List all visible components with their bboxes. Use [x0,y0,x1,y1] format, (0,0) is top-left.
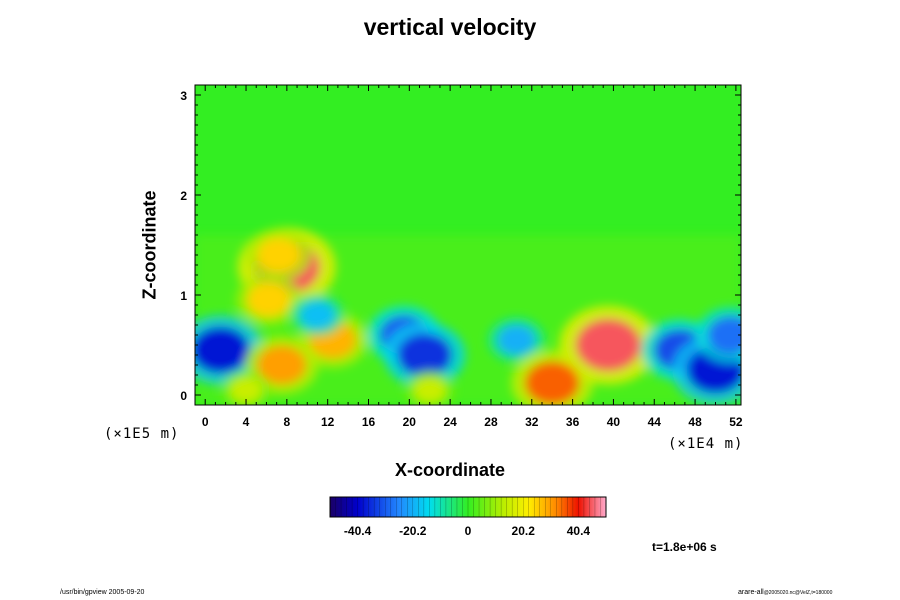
velocity-field [195,85,741,405]
x-tick-label: 40 [607,415,621,429]
field-feature [397,333,452,377]
field-feature [246,282,291,318]
x-tick-label: 16 [362,415,376,429]
chart-title: vertical velocity [363,14,537,40]
x-tick-label: 0 [202,415,209,429]
x-tick-label: 20 [403,415,417,429]
x-axis-label: X-coordinate [394,460,505,480]
x-tick-label: 52 [729,415,743,429]
field-feature [299,300,336,330]
x-tick-label: 48 [688,415,702,429]
field-feature [707,316,741,354]
x-tick-label: 24 [443,415,457,429]
x-tick-label: 44 [648,415,662,429]
y-tick-label: 2 [180,189,187,203]
y-tick-label: 1 [180,289,187,303]
field-feature [229,377,263,403]
footer-source-main: arare-all [738,589,764,596]
colorbar-tick-label: 20.2 [512,524,536,538]
x-axis-scale-note: (×1E4 m) [668,436,744,452]
footer-source-sub: @2005020.nc@VelZ,t=180000 [763,590,833,596]
colorbar: -40.4 -20.2 0 20.2 40.4 [329,496,607,538]
field-feature [524,361,580,405]
field-feature [413,377,446,403]
colorbar-tick-label: -40.4 [344,524,372,538]
x-tick-label: 36 [566,415,580,429]
y-tick-label: 3 [180,89,187,103]
y-tick-label: 0 [180,389,187,403]
x-tick-label: 8 [284,415,291,429]
colorbar-tick-label: 40.4 [567,524,591,538]
field-feature [256,237,301,273]
x-tick-label: 12 [321,415,335,429]
colorbar-tick-label: 0 [465,524,472,538]
field-feature [497,325,536,355]
x-tick-label: 28 [484,415,498,429]
time-label: t=1.8e+06 s [652,540,717,554]
footer-command: /usr/bin/gpview 2005-09-20 [60,589,145,596]
field-feature [195,326,250,374]
colorbar-tick-label: -20.2 [399,524,427,538]
field-feature [575,318,642,372]
footer-source: arare-all@2005020.nc@VelZ,t=180000 [738,589,832,596]
x-tick-label: 4 [243,415,250,429]
field-feature [257,345,307,385]
y-axis-scale-note: (×1E5 m) [104,426,180,442]
x-tick-label: 32 [525,415,539,429]
